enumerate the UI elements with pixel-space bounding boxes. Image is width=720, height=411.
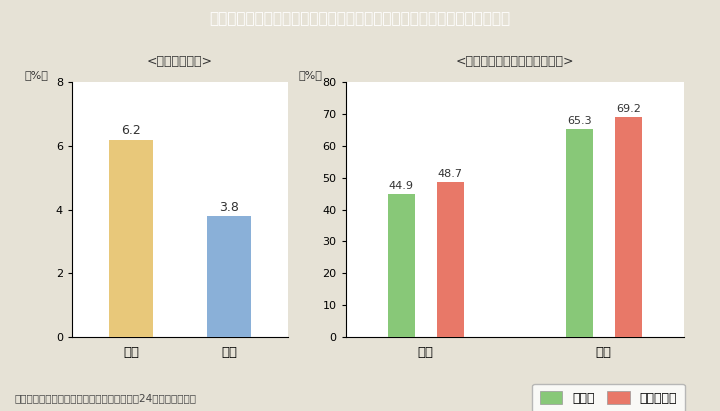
Bar bbox=[566, 129, 593, 337]
Text: <介護者に占める有業者の割合>: <介護者に占める有業者の割合> bbox=[456, 55, 574, 68]
Text: （%）: （%） bbox=[298, 69, 322, 80]
Text: 48.7: 48.7 bbox=[438, 169, 463, 179]
Text: 44.9: 44.9 bbox=[389, 181, 414, 192]
Bar bbox=[437, 182, 464, 337]
Text: 3.8: 3.8 bbox=[219, 201, 239, 214]
Bar bbox=[615, 117, 642, 337]
Text: 6.2: 6.2 bbox=[121, 124, 141, 137]
Bar bbox=[388, 194, 415, 337]
Bar bbox=[207, 216, 251, 337]
Bar bbox=[109, 140, 153, 337]
Text: <介護者の割合>: <介護者の割合> bbox=[147, 55, 213, 68]
Text: 69.2: 69.2 bbox=[616, 104, 641, 114]
Text: （%）: （%） bbox=[24, 69, 48, 80]
Text: Ｉ－特－６図　介護を行っている人の割合・介護者に占める有業者の割合: Ｉ－特－６図 介護を行っている人の割合・介護者に占める有業者の割合 bbox=[210, 12, 510, 26]
Text: （備考）総務省「就業構造基本調査」（平成24年）より作成。: （備考）総務省「就業構造基本調査」（平成24年）より作成。 bbox=[14, 393, 197, 403]
Legend: 介護者, 介護者以外: 介護者, 介護者以外 bbox=[532, 384, 685, 411]
Text: 65.3: 65.3 bbox=[567, 116, 592, 127]
